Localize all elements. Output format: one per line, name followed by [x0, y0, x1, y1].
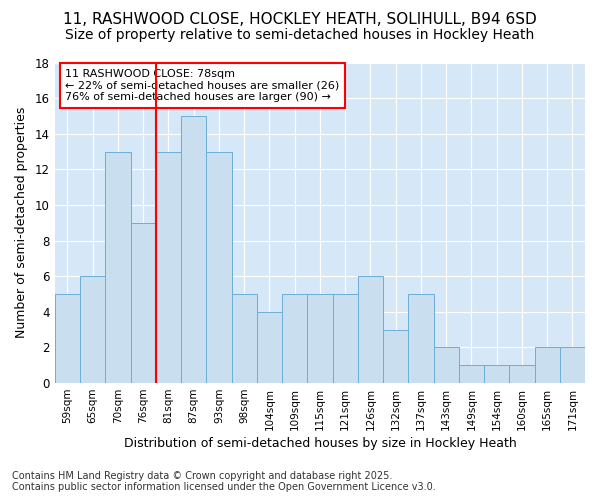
Bar	[282, 294, 307, 383]
Bar	[80, 276, 106, 383]
Bar	[131, 223, 156, 383]
Bar	[484, 366, 509, 383]
Text: Size of property relative to semi-detached houses in Hockley Heath: Size of property relative to semi-detach…	[65, 28, 535, 42]
Bar	[156, 152, 181, 383]
Bar	[408, 294, 434, 383]
Y-axis label: Number of semi-detached properties: Number of semi-detached properties	[15, 107, 28, 338]
Bar	[459, 366, 484, 383]
Bar	[232, 294, 257, 383]
Bar	[206, 152, 232, 383]
Bar	[358, 276, 383, 383]
Bar	[434, 348, 459, 383]
Bar	[509, 366, 535, 383]
Text: 11 RASHWOOD CLOSE: 78sqm
← 22% of semi-detached houses are smaller (26)
76% of s: 11 RASHWOOD CLOSE: 78sqm ← 22% of semi-d…	[65, 69, 340, 102]
Bar	[257, 312, 282, 383]
Bar	[535, 348, 560, 383]
Bar	[560, 348, 585, 383]
Bar	[106, 152, 131, 383]
Bar	[55, 294, 80, 383]
Bar	[332, 294, 358, 383]
Bar	[383, 330, 408, 383]
Text: Contains HM Land Registry data © Crown copyright and database right 2025.
Contai: Contains HM Land Registry data © Crown c…	[12, 471, 436, 492]
Bar	[307, 294, 332, 383]
X-axis label: Distribution of semi-detached houses by size in Hockley Heath: Distribution of semi-detached houses by …	[124, 437, 516, 450]
Bar	[181, 116, 206, 383]
Text: 11, RASHWOOD CLOSE, HOCKLEY HEATH, SOLIHULL, B94 6SD: 11, RASHWOOD CLOSE, HOCKLEY HEATH, SOLIH…	[63, 12, 537, 28]
